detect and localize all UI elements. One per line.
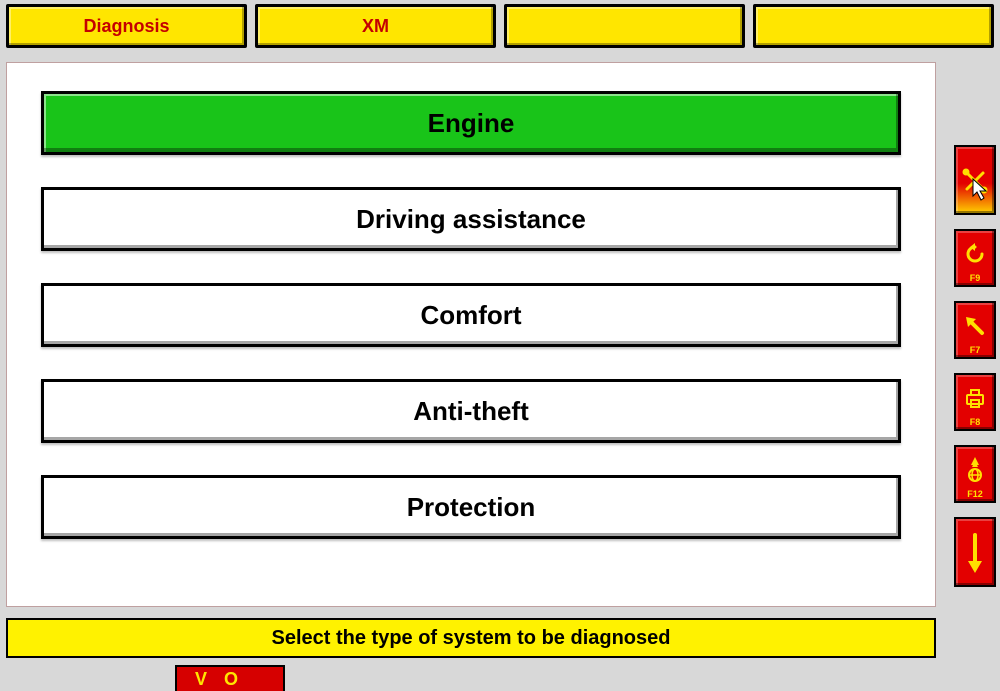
printer-icon [956,379,994,417]
menu-item-protection[interactable]: Protection [41,475,901,539]
menu-item-label: Driving assistance [356,204,586,235]
prompt-text: Select the type of system to be diagnose… [272,627,671,650]
side-toolbar: F9 F7 F8 [954,145,996,587]
menu-item-anti-theft[interactable]: Anti-theft [41,379,901,443]
print-button[interactable]: F8 [954,373,996,431]
arrow-nw-icon [956,307,994,345]
tab-label: XM [362,16,389,37]
menu-item-comfort[interactable]: Comfort [41,283,901,347]
bottom-red-fragment: V O [175,665,285,691]
undo-button[interactable]: F9 [954,229,996,287]
tab-diagnosis[interactable]: Diagnosis [6,4,247,48]
tab-label: Diagnosis [83,16,169,37]
menu-item-label: Protection [407,492,536,523]
tab-xm[interactable]: XM [255,4,496,48]
fkey-label: F12 [967,489,983,501]
tools-button[interactable] [954,145,996,215]
tab-empty-2[interactable] [753,4,994,48]
arrow-down-icon [956,523,994,583]
tools-icon [956,151,994,211]
fkey-label: F9 [970,273,981,285]
bottom-red-text: V O [195,669,244,689]
fkey-label: F7 [970,345,981,357]
menu-item-label: Anti-theft [413,396,529,427]
top-tab-bar: Diagnosis XM [0,0,1000,48]
globe-icon [956,451,994,489]
tab-empty-1[interactable] [504,4,745,48]
main-menu-frame: Engine Driving assistance Comfort Anti-t… [6,62,936,607]
menu-item-driving-assistance[interactable]: Driving assistance [41,187,901,251]
down-button[interactable] [954,517,996,587]
fkey-label: F8 [970,417,981,429]
globe-button[interactable]: F12 [954,445,996,503]
menu-item-engine[interactable]: Engine [41,91,901,155]
menu-item-label: Comfort [420,300,521,331]
undo-icon [956,235,994,273]
prompt-bar: Select the type of system to be diagnose… [6,618,936,658]
menu-item-label: Engine [428,108,515,139]
back-button[interactable]: F7 [954,301,996,359]
